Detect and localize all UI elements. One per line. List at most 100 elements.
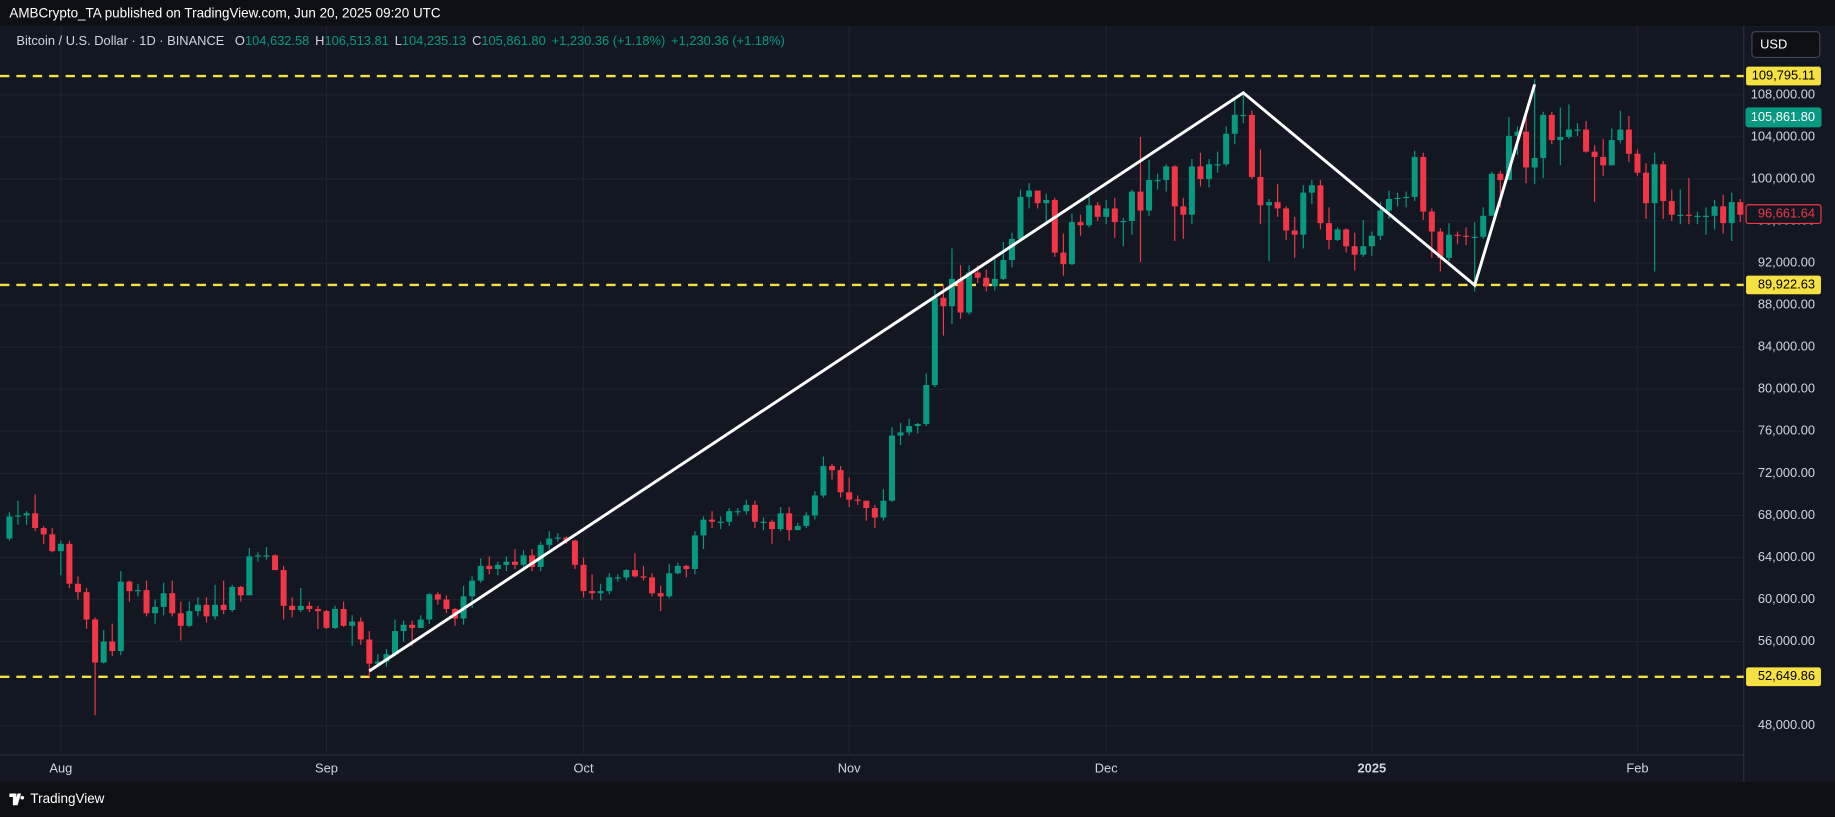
- candle-body: [229, 586, 236, 611]
- candle-body: [1154, 180, 1161, 182]
- candle-body: [426, 594, 433, 620]
- candle-body: [1103, 208, 1110, 217]
- y-tick-label: 68,000.00: [1758, 507, 1815, 522]
- x-tick-label: Dec: [1095, 760, 1118, 775]
- candle-body: [597, 591, 604, 594]
- candle-body: [1711, 206, 1718, 216]
- candle-body: [734, 511, 741, 513]
- candle-body: [486, 565, 493, 570]
- candle-body: [1703, 215, 1710, 217]
- candle-body: [1017, 196, 1024, 239]
- chart-pane: [0, 25, 1835, 782]
- candle-body: [152, 606, 159, 614]
- candle-body: [1171, 166, 1178, 207]
- candle-body: [751, 504, 758, 522]
- brand-logo: TradingView: [9, 791, 105, 806]
- candle-body: [1385, 198, 1392, 211]
- candle-body: [220, 604, 227, 611]
- drawings: [368, 83, 1537, 673]
- candle-body: [1411, 156, 1418, 197]
- candle-body: [580, 564, 587, 592]
- candle-body: [1180, 206, 1187, 215]
- candle-body: [1308, 185, 1315, 193]
- candle-body: [1625, 129, 1632, 154]
- currency-label[interactable]: USD: [1760, 37, 1787, 52]
- legend-value: 104,632.58: [245, 34, 309, 49]
- candle-body: [529, 555, 536, 567]
- candle-body: [794, 525, 801, 531]
- candle-body: [1351, 246, 1358, 255]
- candle-body: [1583, 129, 1590, 152]
- candle-body: [1531, 157, 1538, 168]
- candle-body: [469, 580, 476, 597]
- candle-body: [717, 521, 724, 523]
- candle-body: [1128, 191, 1135, 222]
- candle-body: [349, 621, 356, 626]
- candle-body: [1360, 246, 1367, 255]
- candle-body: [657, 593, 664, 597]
- candle-body: [1051, 200, 1058, 253]
- candle-body: [1240, 114, 1247, 117]
- candle-body: [383, 654, 390, 662]
- candle-body: [1437, 231, 1444, 258]
- candle-body: [1737, 202, 1744, 215]
- candle-body: [400, 624, 407, 632]
- candle-body: [306, 605, 313, 609]
- y-tick-label: 64,000.00: [1758, 549, 1815, 564]
- x-tick-label: Nov: [838, 760, 861, 775]
- candle-body: [811, 495, 818, 516]
- candle-body: [92, 619, 99, 663]
- candle-body: [631, 570, 638, 577]
- candle-body: [117, 581, 124, 652]
- candle-body: [803, 515, 810, 526]
- candle-body: [23, 513, 30, 516]
- candle-body: [1488, 173, 1495, 216]
- currency-button[interactable]: [1751, 31, 1821, 59]
- candle-body: [880, 500, 887, 518]
- y-tick-label: 88,000.00: [1758, 297, 1815, 312]
- legend-change: +1,230.36 (+1.18%): [671, 34, 785, 49]
- candle-body: [589, 591, 596, 594]
- candle-body: [126, 581, 133, 592]
- candle-body: [1248, 114, 1255, 177]
- candle-body: [1694, 215, 1701, 217]
- candle-body: [323, 611, 330, 628]
- x-tick-label: Aug: [49, 760, 72, 775]
- candle-body: [366, 639, 373, 664]
- candle-body: [494, 564, 501, 570]
- x-tick-label: Sep: [315, 760, 338, 775]
- candle-body: [212, 604, 219, 617]
- candle-body: [1000, 259, 1007, 279]
- level-label-box: [1746, 275, 1821, 295]
- candle-body: [1428, 211, 1435, 232]
- price-label: 96,661.64: [1758, 205, 1815, 220]
- x-tick-label: Feb: [1626, 760, 1648, 775]
- candle-body: [1377, 210, 1384, 236]
- candle-body: [786, 513, 793, 531]
- candle-body: [1146, 180, 1153, 211]
- candle-body: [966, 272, 973, 313]
- candle-body: [923, 385, 930, 424]
- candle-body: [1643, 172, 1650, 204]
- candle-body: [640, 576, 647, 578]
- logo-icon: [9, 793, 25, 806]
- candle-body: [1231, 114, 1238, 134]
- y-tick-label: 84,000.00: [1758, 339, 1815, 354]
- candle-body: [649, 577, 656, 594]
- candle-body: [83, 592, 90, 620]
- candle-body: [1454, 234, 1461, 236]
- candle-body: [1008, 238, 1015, 260]
- candle-body: [837, 470, 844, 493]
- candle-body: [254, 555, 261, 557]
- candle-body: [169, 593, 176, 614]
- candle-body: [1600, 156, 1607, 166]
- candle-body: [1445, 234, 1452, 258]
- candle-body: [272, 555, 279, 571]
- candle-body: [897, 432, 904, 436]
- legend-value: 106,513.81: [324, 34, 388, 49]
- candle-body: [109, 641, 116, 652]
- level-label: 89,922.63: [1758, 276, 1815, 291]
- candle-body: [1660, 164, 1667, 202]
- candle-body: [1343, 229, 1350, 247]
